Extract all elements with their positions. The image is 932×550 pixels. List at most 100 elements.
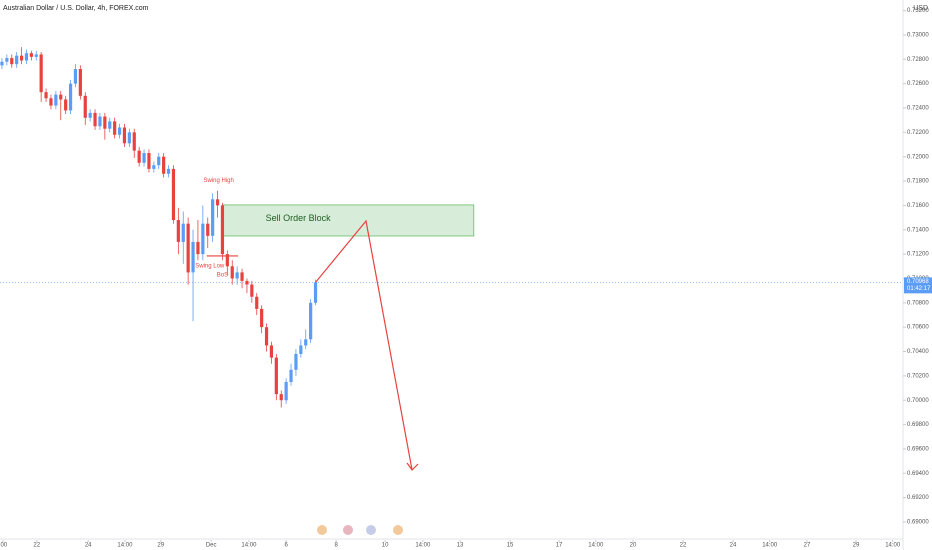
candle-body xyxy=(220,205,225,255)
x-tick-label: 14:00 xyxy=(762,543,778,549)
candle-body xyxy=(235,272,239,279)
y-tick-label: 0.71800 xyxy=(907,179,929,185)
candle-body xyxy=(44,92,48,99)
candle-body xyxy=(117,127,122,135)
y-tick-label: 0.70000 xyxy=(907,398,929,404)
x-tick-label: 24 xyxy=(730,543,737,549)
y-tick-label: 0.70400 xyxy=(907,349,929,355)
y-tick-label: 0.71400 xyxy=(907,227,929,233)
candle-body xyxy=(19,55,24,61)
projection-path xyxy=(315,219,413,471)
candle-body xyxy=(304,339,308,346)
candle-body xyxy=(264,327,269,346)
candle-body xyxy=(279,394,283,401)
y-tick-label: 0.73000 xyxy=(907,33,929,39)
candle-body xyxy=(59,94,63,100)
candle-body xyxy=(152,165,156,169)
candle-body xyxy=(29,53,33,57)
candle-body xyxy=(260,308,264,328)
candle-body xyxy=(137,150,141,163)
candle-body xyxy=(142,153,146,163)
x-tick-label: 10 xyxy=(382,543,389,549)
y-tick-label: 0.70600 xyxy=(907,325,929,331)
x-tick-label: 14:00 xyxy=(415,543,431,549)
last-price-box xyxy=(904,277,932,294)
candle-body xyxy=(132,132,136,151)
y-tick-label: 0.71200 xyxy=(907,252,929,258)
swing-high-label: Swing High xyxy=(203,178,233,184)
x-tick-label: Dec xyxy=(206,543,217,549)
x-tick-label: :00 xyxy=(0,543,8,549)
candle-body xyxy=(24,53,29,61)
candle-body xyxy=(113,121,117,135)
candle-body xyxy=(191,241,195,273)
candle-body xyxy=(157,156,161,166)
x-tick-label: 14:00 xyxy=(885,543,901,549)
y-tick-label: 0.73200 xyxy=(907,8,929,14)
swing-low-label: Swing Low xyxy=(195,264,225,270)
candle-body xyxy=(176,220,180,242)
event-icons xyxy=(317,525,403,535)
y-tick-label: 0.72200 xyxy=(907,130,929,136)
candle-body xyxy=(73,69,78,84)
candle-body xyxy=(230,266,234,279)
candle-body xyxy=(269,345,274,358)
candle-body xyxy=(171,168,176,221)
candle-body xyxy=(88,112,92,118)
x-tick-label: 22 xyxy=(33,543,40,549)
last-price-label: 0.70968 xyxy=(907,279,929,285)
candle-body xyxy=(78,69,82,96)
candle-body xyxy=(294,353,298,370)
x-tick-label: 14:00 xyxy=(117,543,133,549)
candle-body xyxy=(181,223,185,242)
candle-body xyxy=(196,241,200,255)
chart-title: Australian Dollar / U.S. Dollar, 4h, FOR… xyxy=(3,5,149,12)
candle-body xyxy=(122,127,127,144)
x-tick-label: 17 xyxy=(556,543,563,549)
y-tick-label: 0.69000 xyxy=(907,520,929,526)
order-block-label: Sell Order Block xyxy=(266,213,332,223)
candle-body xyxy=(240,272,244,281)
candle-body xyxy=(34,54,38,57)
y-tick-label: 0.71600 xyxy=(907,203,929,209)
x-tick-label: 15 xyxy=(507,543,514,549)
x-tick-label: 14:00 xyxy=(588,543,604,549)
candle-body xyxy=(215,199,220,206)
candle-body xyxy=(103,116,107,129)
candle-body xyxy=(166,168,171,174)
candle-body xyxy=(206,223,210,236)
x-tick-label: 6 xyxy=(284,543,288,549)
countdown-label: 01:42:17 xyxy=(907,286,931,292)
y-tick-label: 0.72000 xyxy=(907,154,929,160)
projection-arrowhead xyxy=(406,462,419,471)
candle-body xyxy=(5,58,9,62)
y-tick-label: 0.72600 xyxy=(907,81,929,87)
x-tick-label: 8 xyxy=(334,543,338,549)
candle-body xyxy=(83,95,87,118)
x-tick-label: 29 xyxy=(853,543,860,549)
candle-body xyxy=(255,296,259,309)
candle-body xyxy=(54,94,58,106)
x-tick-label: 14:00 xyxy=(241,543,257,549)
candle-body xyxy=(15,55,19,65)
candle-body xyxy=(64,99,68,111)
candle-body xyxy=(309,302,313,340)
y-tick-label: 0.69800 xyxy=(907,422,929,428)
candle-body xyxy=(127,132,131,144)
candle-body xyxy=(49,98,53,106)
candle-body xyxy=(211,199,215,236)
x-tick-label: 20 xyxy=(630,543,637,549)
x-tick-label: 22 xyxy=(680,543,687,549)
candle-body xyxy=(108,121,112,129)
candle-body xyxy=(147,153,151,169)
y-tick-label: 0.72800 xyxy=(907,57,929,63)
x-tick-label: 27 xyxy=(804,543,811,549)
candle-body xyxy=(39,54,43,93)
candle-body xyxy=(284,381,288,401)
x-tick-label: 24 xyxy=(85,543,92,549)
candle-body xyxy=(299,345,303,354)
candle-body xyxy=(313,282,318,303)
y-tick-label: 0.69400 xyxy=(907,471,929,477)
x-tick-label: 29 xyxy=(157,543,164,549)
